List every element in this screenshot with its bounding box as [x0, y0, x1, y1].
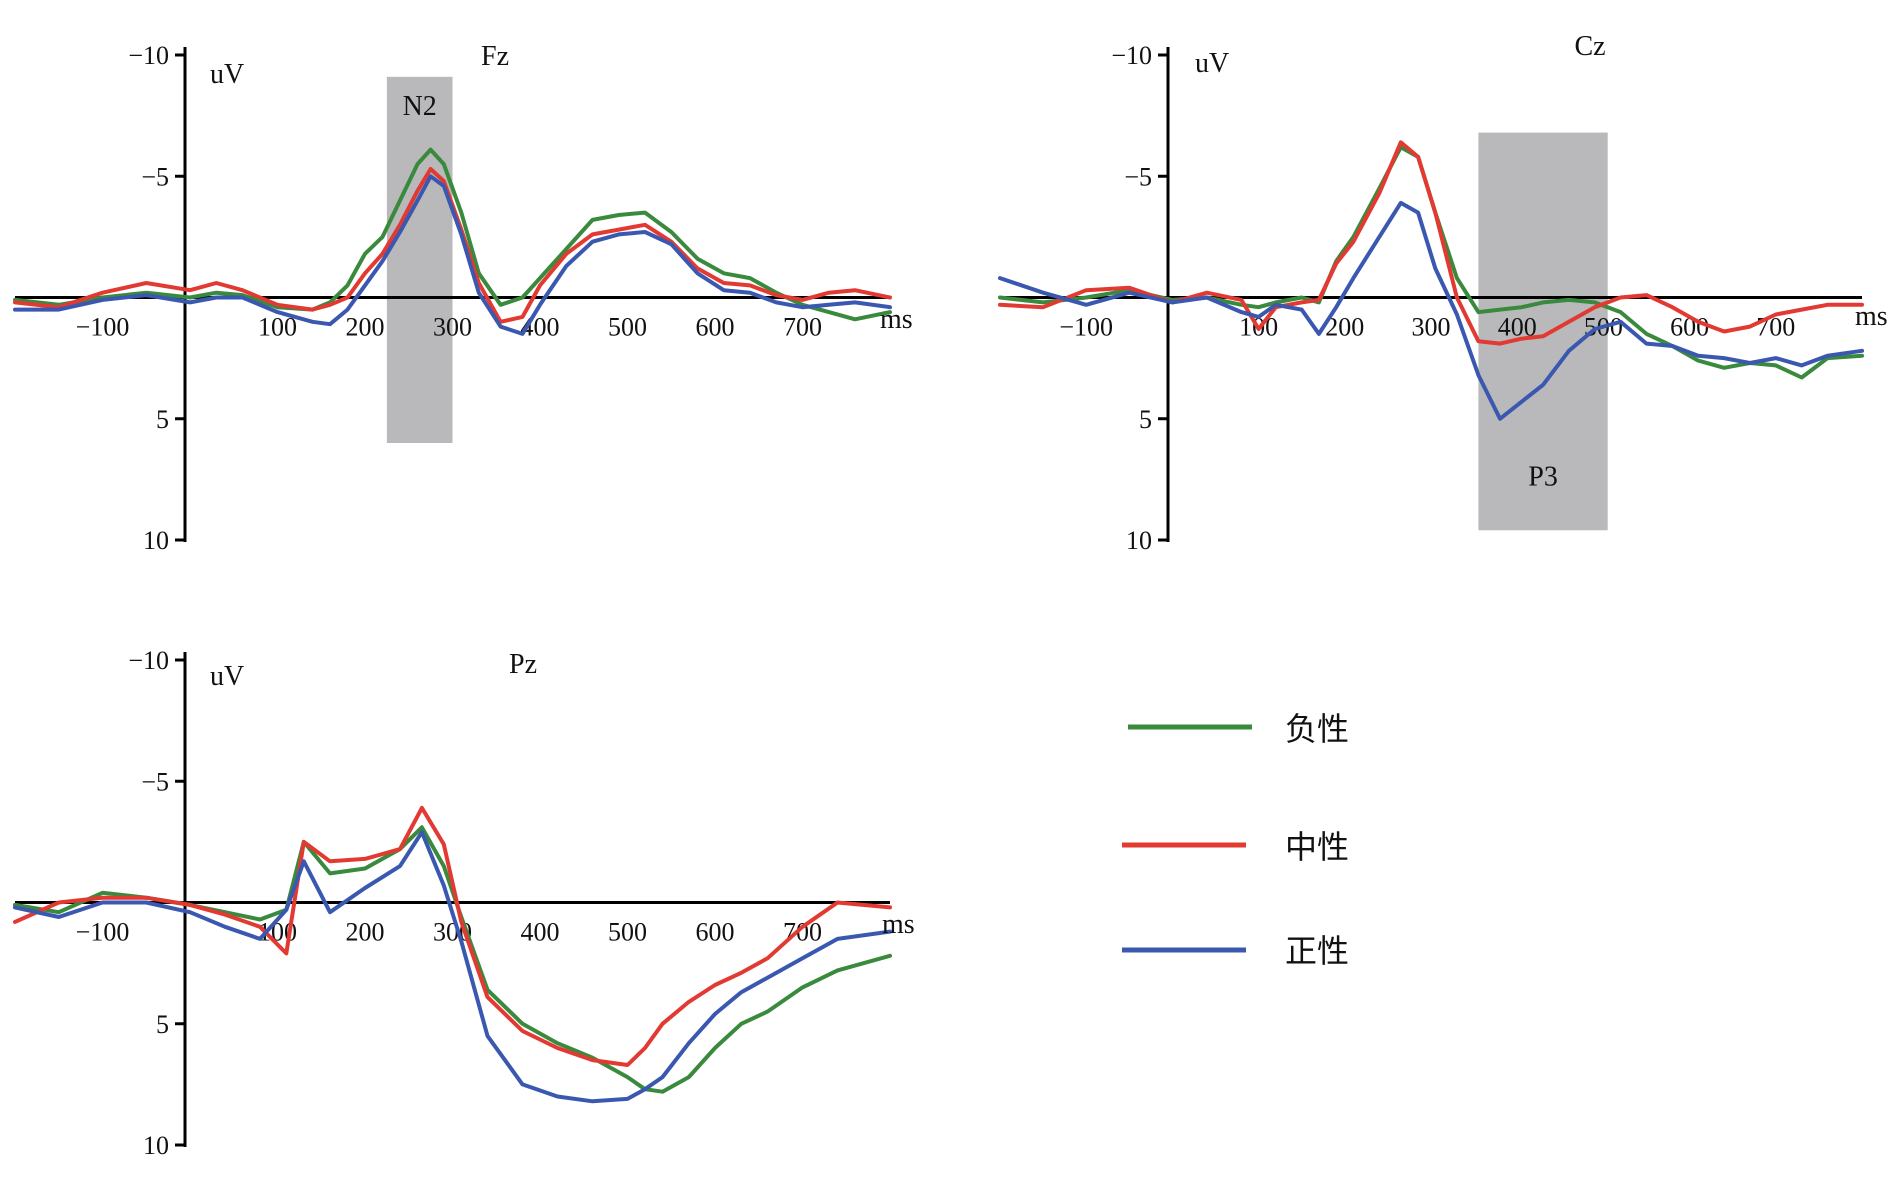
y-tick-label: 10: [1126, 526, 1152, 555]
panel-title: Fz: [481, 41, 509, 72]
y-tick-label: 10: [143, 526, 169, 555]
x-axis-unit: ms: [880, 304, 913, 335]
legend-item-positive: 正性: [1122, 932, 1349, 970]
series-line-2: [998, 200, 1864, 421]
legend-label-negative: 负性: [1285, 710, 1349, 748]
x-tick-label: 500: [608, 313, 647, 342]
x-axis-unit: ms: [1855, 301, 1888, 332]
y-tick-label: −10: [1111, 41, 1152, 70]
y-tick-label: 5: [1139, 405, 1152, 434]
legend-label-neutral: 中性: [1285, 828, 1349, 866]
x-tick-label: 400: [521, 918, 560, 947]
y-axis-unit: uV: [1195, 48, 1229, 79]
y-axis-unit: uV: [210, 59, 244, 90]
x-tick-label: −100: [76, 313, 130, 342]
y-tick-label: 5: [156, 1010, 169, 1039]
series-line-2: [13, 174, 892, 336]
y-tick-label: −10: [128, 41, 169, 70]
series-line-0: [13, 147, 892, 322]
x-tick-label: −100: [1059, 313, 1113, 342]
series-line-1: [998, 140, 1864, 346]
legend-item-negative: 负性: [1128, 710, 1349, 748]
x-tick-label: 700: [783, 313, 822, 342]
x-tick-label: 600: [696, 313, 735, 342]
y-tick-label: −5: [1124, 162, 1152, 191]
window-label: P3: [1528, 461, 1558, 492]
panel-title: Pz: [509, 649, 537, 680]
y-tick-label: 5: [156, 405, 169, 434]
series-line-1: [13, 805, 892, 1067]
y-tick-label: −10: [128, 646, 169, 675]
legend: 负性 中性 正性: [1122, 710, 1349, 970]
x-tick-label: 700: [783, 918, 822, 947]
shaded-window: [386, 76, 453, 443]
x-tick-label: 300: [1412, 313, 1451, 342]
y-tick-label: −5: [141, 767, 169, 796]
x-axis-unit: ms: [882, 909, 915, 940]
y-tick-label: −5: [141, 162, 169, 191]
window-label: N2: [403, 91, 437, 122]
panel-title: Cz: [1574, 31, 1605, 62]
x-tick-label: 300: [433, 313, 472, 342]
y-axis-unit: uV: [210, 661, 244, 692]
series-line-0: [13, 825, 892, 1094]
legend-label-positive: 正性: [1285, 932, 1349, 970]
shaded-window: [1478, 132, 1608, 531]
x-tick-label: 600: [696, 918, 735, 947]
x-tick-label: 200: [346, 313, 385, 342]
x-tick-label: 200: [346, 918, 385, 947]
series-line-2: [13, 830, 892, 1104]
legend-item-neutral: 中性: [1122, 828, 1349, 866]
x-tick-label: 700: [1756, 313, 1795, 342]
series-line-0: [998, 145, 1864, 380]
x-tick-label: −100: [76, 918, 130, 947]
y-tick-label: 10: [143, 1131, 169, 1160]
x-tick-label: 500: [608, 918, 647, 947]
